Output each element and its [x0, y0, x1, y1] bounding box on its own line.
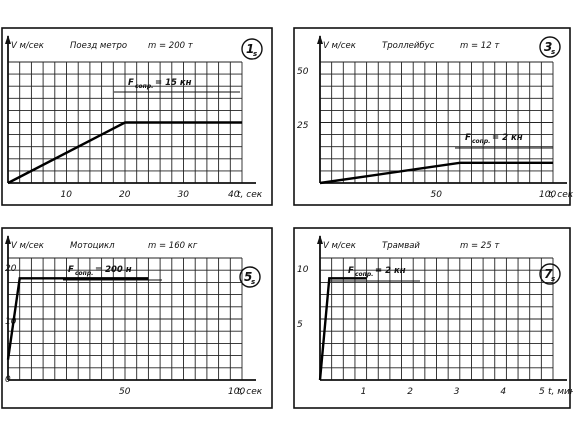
y-tick-label: 10: [297, 265, 309, 275]
series-line-1: [319, 161, 553, 185]
y-axis-arrow: [317, 235, 323, 244]
force-subscript: сопр.: [355, 271, 373, 278]
series-line-1: [6, 277, 149, 360]
y-tick-label: 20: [5, 264, 17, 274]
force-subscript: сопр.: [75, 270, 93, 277]
index-circle: [539, 36, 561, 58]
chart-title: Троллейбус: [382, 41, 435, 51]
index-subscript: s: [551, 275, 555, 283]
mass-label: m = 200 т: [148, 41, 194, 51]
x-tick-label: 2: [407, 387, 413, 397]
grid: [320, 61, 554, 183]
y-tick-label: 10: [5, 317, 17, 327]
force-value: = 2 кн: [375, 266, 406, 276]
chart-title: Поезд метро: [70, 41, 127, 51]
force-symbol: F: [128, 78, 134, 88]
x-tick-label: 3: [454, 387, 460, 397]
x-tick-label: 4: [500, 387, 506, 397]
index-circle: [241, 38, 263, 60]
panel-frame: [1, 227, 273, 409]
y-axis-arrow: [5, 35, 11, 44]
mass-label: m = 160 кг: [148, 241, 198, 251]
y-tick-label: 50: [297, 67, 309, 77]
x-tick-label: 100: [539, 190, 556, 200]
x-tick-label: 20: [119, 190, 131, 200]
grid: [320, 257, 554, 380]
grid: [8, 257, 243, 380]
force-value: = 2 кн: [492, 133, 523, 143]
panel-frame: [1, 27, 273, 206]
force-symbol: F: [348, 266, 354, 276]
y-tick-label: 0: [5, 375, 11, 385]
panel-frame: [293, 27, 571, 206]
force-symbol: F: [465, 133, 471, 143]
index-number: 3: [544, 40, 552, 54]
x-tick-label: 30: [178, 190, 190, 200]
chart-panel-1: V м/сек Поезд метро m = 200 т 1s 10 20 30 40t, …: [1, 27, 273, 206]
series-line-1: [7, 121, 242, 185]
index-circle: [239, 266, 261, 288]
y-axis-label: V м/сек: [11, 241, 45, 251]
x-axis-label: t, сек: [237, 190, 263, 200]
x-tick-label: 50: [119, 387, 131, 397]
force-subscript: сопр.: [135, 83, 153, 90]
chart-title: Мотоцикл: [70, 241, 115, 251]
index-subscript: s: [251, 278, 255, 286]
index-number: 5: [244, 270, 252, 284]
x-axis-label: t, сек: [237, 387, 263, 397]
force-subscript: сопр.: [472, 138, 490, 145]
index-number: 1: [246, 42, 254, 56]
series-line-1: [318, 277, 367, 381]
x-tick-label: 10: [61, 190, 73, 200]
y-axis-label: V м/сек: [323, 41, 357, 51]
y-tick-label: 25: [297, 121, 309, 131]
x-tick-label: 100: [228, 387, 245, 397]
x-tick-label: 50: [431, 190, 443, 200]
index-subscript: s: [551, 48, 555, 56]
y-tick-label: 5: [297, 320, 303, 330]
y-axis-label: V м/сек: [11, 41, 45, 51]
y-axis-arrow: [5, 235, 11, 244]
x-tick-label: 40: [228, 190, 240, 200]
x-axis-label: t, сек: [548, 190, 573, 200]
force-value: = 15 кн: [155, 78, 192, 88]
force-symbol: F: [68, 265, 74, 275]
index-circle: [539, 263, 561, 285]
index-subscript: s: [253, 50, 257, 58]
mass-label: m = 25 т: [460, 241, 500, 251]
x-axis-label: t, мин: [548, 387, 573, 397]
panel-frame: [293, 227, 571, 409]
force-value: = 200 н: [95, 265, 132, 275]
mass-label: m = 12 т: [460, 41, 500, 51]
x-tick-label: 5: [539, 387, 545, 397]
y-axis-arrow: [317, 35, 323, 44]
y-axis-label: V м/сек: [323, 241, 357, 251]
x-tick-label: 1: [361, 387, 367, 397]
chart-title: Трамвай: [382, 241, 420, 251]
index-number: 7: [544, 267, 553, 281]
